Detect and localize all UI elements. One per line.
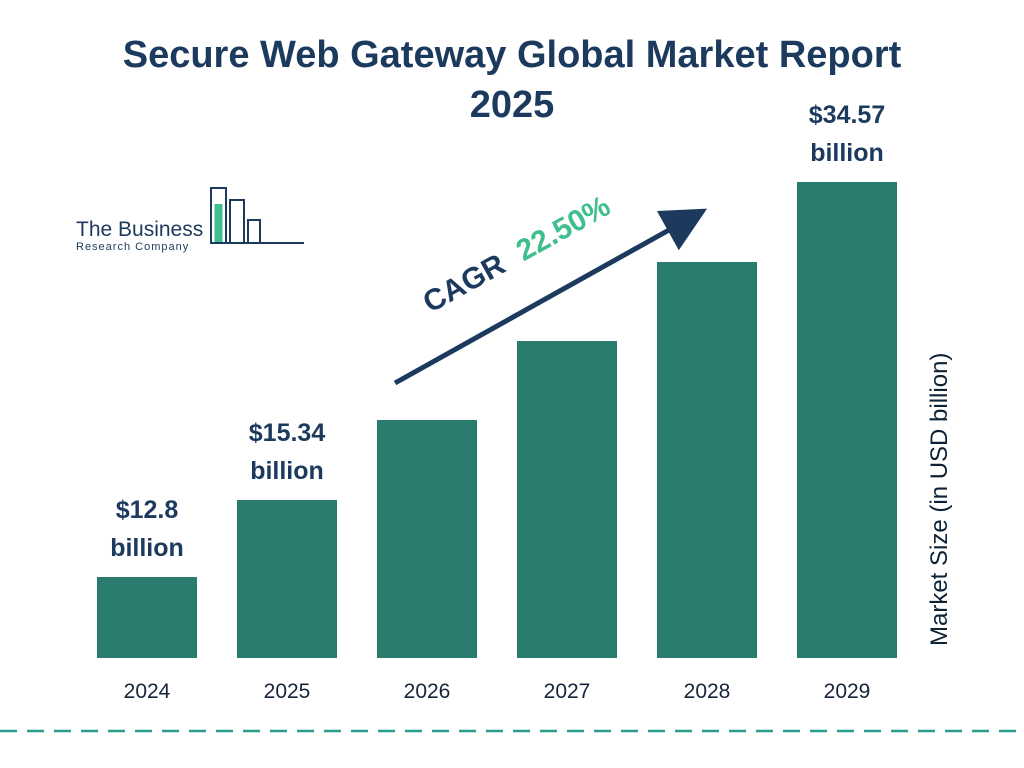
bar-column-2026: 2026 (357, 420, 497, 703)
logo-subname: Research Company (76, 241, 190, 253)
bottom-dashed-line (0, 729, 1024, 733)
cagr-label: CAGR 22.50% (408, 184, 626, 325)
year-label: 2024 (123, 680, 171, 703)
company-logo: The Business Research Company (76, 186, 305, 253)
value-label: $12.8 billion (110, 496, 184, 562)
year-label: 2025 (263, 680, 311, 703)
logo-name: The Business (76, 218, 204, 241)
title-line2: 2025 (469, 84, 555, 126)
cagr-prefix: CAGR (417, 247, 511, 320)
value-label: $34.57 billion (808, 101, 886, 167)
bar (517, 341, 617, 658)
bar (377, 420, 477, 658)
cagr-value: 22.50% (510, 189, 616, 268)
bar (97, 577, 197, 658)
page-title: Secure Web Gateway Global Market Report … (0, 30, 1024, 130)
title-line1: Secure Web Gateway Global Market Report (122, 34, 902, 76)
bar (657, 262, 757, 658)
bar-column-2028: 2028 (637, 262, 777, 703)
bar-column-2025: $15.34 billion 2025 (217, 414, 357, 703)
year-label: 2027 (543, 680, 591, 703)
value-label: $15.34 billion (248, 419, 326, 485)
year-label: 2028 (683, 680, 731, 703)
bar-column-2027: 2027 (497, 341, 637, 703)
year-label: 2026 (403, 680, 451, 703)
bar (237, 500, 337, 658)
bar (797, 182, 897, 658)
y-axis-label: Market Size (in USD billion) (926, 352, 953, 646)
bar-column-2024: $12.8 billion 2024 (77, 491, 217, 703)
bar-column-2029: $34.57 billion 2029 (777, 96, 917, 703)
company-logo-text: The Business Research Company (76, 218, 204, 254)
year-label: 2029 (823, 680, 871, 703)
logo-bar-chart-icon (203, 186, 305, 253)
